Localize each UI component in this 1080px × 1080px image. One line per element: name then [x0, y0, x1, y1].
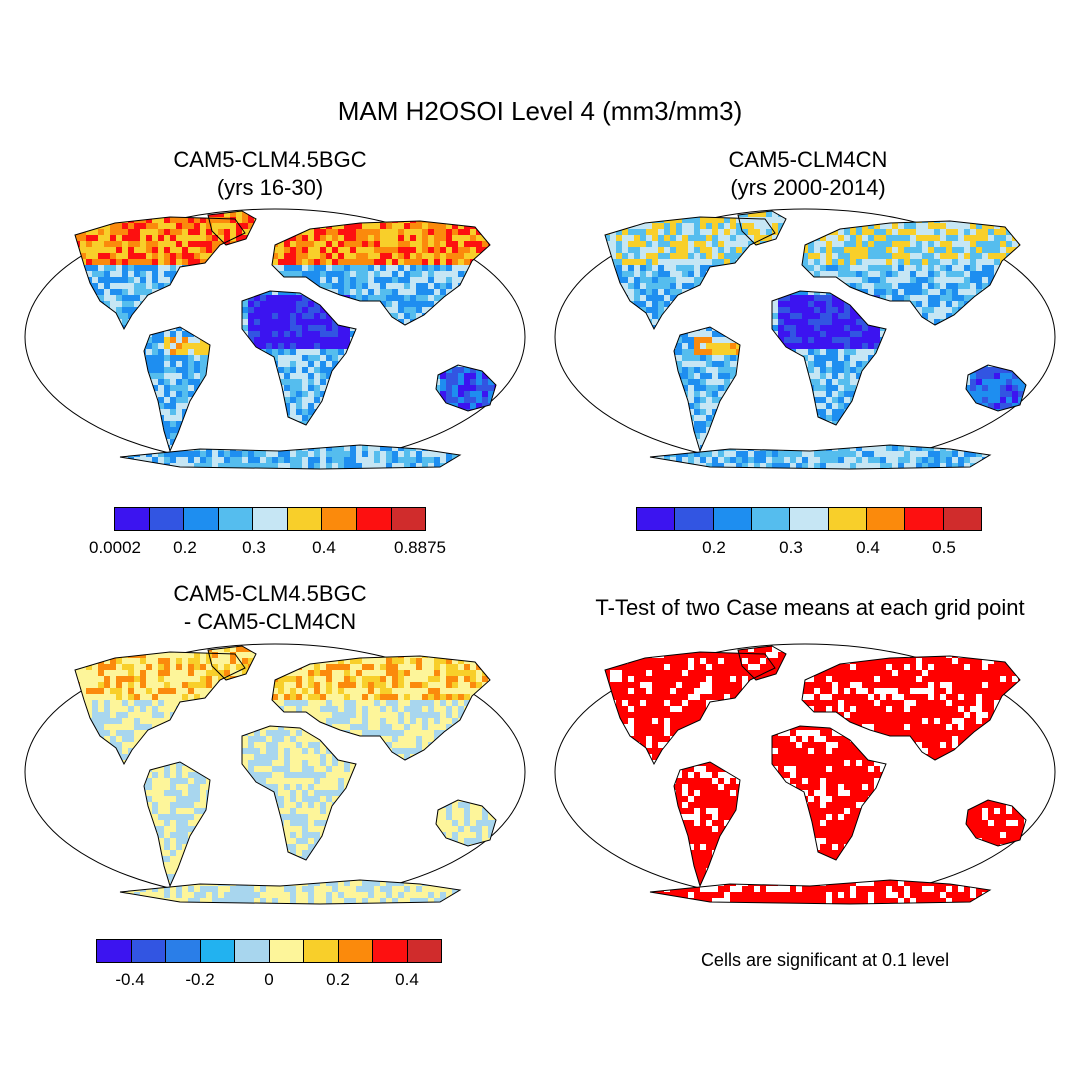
coastline-south-america	[143, 761, 211, 888]
colorbar-swatch	[287, 508, 323, 530]
colorbar-swatch	[905, 508, 944, 530]
colorbar-swatch	[166, 940, 201, 962]
coastline-greenland	[737, 210, 787, 246]
colorbar-label: 0	[264, 970, 274, 989]
coastline-south-america	[673, 326, 741, 453]
colorbar-swatch	[675, 508, 714, 530]
colorbar-swatch	[218, 508, 254, 530]
panel-1-title-line1: CAM5-CLM4.5BGC	[173, 147, 367, 172]
colorbar-label: -0.4	[115, 970, 145, 989]
colorbar-swatch	[235, 940, 270, 962]
colorbar-label: 0.8875	[394, 538, 446, 557]
map-panel-4	[554, 643, 1056, 905]
coastline-north-america	[604, 651, 776, 766]
coastline-africa	[771, 290, 887, 426]
colorbar-label: 0.3	[779, 538, 803, 557]
colorbar-swatch	[200, 940, 235, 962]
coastline-greenland	[737, 645, 787, 681]
panel-1-title-line2: (yrs 16-30)	[216, 175, 324, 200]
colorbar-swatch	[866, 508, 906, 530]
colorbar-label: 0.2	[326, 970, 350, 989]
panel-3-title-line2: - CAM5-CLM4CN	[183, 609, 357, 634]
colorbar-label: 0.4	[395, 970, 419, 989]
map-panel-1	[24, 208, 526, 470]
panel-2-title: CAM5-CLM4CN (yrs 2000-2014)	[558, 146, 1058, 202]
coastline-europe-asia	[271, 655, 491, 761]
coastline-south-america	[673, 761, 741, 888]
panel-3-title: CAM5-CLM4.5BGC - CAM5-CLM4CN	[20, 580, 520, 636]
colorbar-swatch	[304, 940, 339, 962]
panel-1-title: CAM5-CLM4.5BGC (yrs 16-30)	[20, 146, 520, 202]
map-panel-2	[554, 208, 1056, 470]
colorbar-panel-2-labels: 0.2 0.3 0.4 0.5	[0, 538, 1080, 562]
colorbar-swatch	[373, 940, 408, 962]
coastline-australia	[965, 799, 1027, 847]
colorbar-label: 0.0002	[89, 538, 141, 557]
colorbar-swatch	[943, 508, 981, 530]
coastline-africa	[241, 290, 357, 426]
colorbar-label: 0.2	[702, 538, 726, 557]
coastline-antarctica	[649, 444, 992, 470]
colorbar-swatch	[322, 508, 357, 530]
colorbar-panel-2	[636, 507, 982, 531]
colorbar-label: 0.5	[932, 538, 956, 557]
colorbar-swatch	[149, 508, 185, 530]
colorbar-panel-3-labels: -0.4 -0.2 0 0.2 0.4	[0, 970, 1080, 994]
colorbar-panel-3	[96, 939, 442, 963]
significance-note: Cells are significant at 0.1 level	[700, 950, 950, 970]
panel-2-title-line2: (yrs 2000-2014)	[730, 175, 886, 200]
coastline-greenland	[207, 210, 257, 246]
coastline-north-america	[74, 651, 246, 766]
colorbar-swatch	[751, 508, 791, 530]
colorbar-swatch	[184, 508, 219, 530]
colorbar-swatch	[407, 940, 441, 962]
coastline-australia	[435, 799, 497, 847]
colorbar-swatch	[713, 508, 752, 530]
colorbar-panel-1	[114, 507, 426, 531]
colorbar-swatch	[269, 940, 304, 962]
panel-2-title-line1: CAM5-CLM4CN	[728, 147, 888, 172]
coastline-antarctica	[119, 879, 462, 905]
coastline-europe-asia	[801, 655, 1021, 761]
coastline-south-america	[143, 326, 211, 453]
coastline-antarctica	[649, 879, 992, 905]
colorbar-panel-1-labels: 0.0002 0.2 0.3 0.4 0.8875	[0, 538, 1080, 562]
coastline-antarctica	[119, 444, 462, 470]
panel-4-title-line1: T-Test of two Case means at each grid po…	[595, 595, 1025, 620]
colorbar-swatch	[131, 940, 166, 962]
colorbar-swatch	[338, 940, 373, 962]
colorbar-label: 0.3	[242, 538, 266, 557]
coastline-europe-asia	[271, 220, 491, 326]
coastline-greenland	[207, 645, 257, 681]
panel-3-title-line1: CAM5-CLM4.5BGC	[173, 581, 367, 606]
colorbar-swatch	[828, 508, 867, 530]
colorbar-label: 0.4	[312, 538, 336, 557]
colorbar-swatch	[790, 508, 829, 530]
colorbar-label: 0.2	[173, 538, 197, 557]
panel-4-title: T-Test of two Case means at each grid po…	[540, 594, 1080, 622]
colorbar-label: 0.4	[856, 538, 880, 557]
coastline-australia	[965, 364, 1027, 412]
coastline-north-america	[604, 216, 776, 331]
colorbar-swatch	[253, 508, 288, 530]
colorbar-label: -0.2	[185, 970, 215, 989]
figure-title: MAM H2OSOI Level 4 (mm3/mm3)	[337, 96, 743, 126]
coastline-africa	[771, 725, 887, 861]
colorbar-swatch	[115, 508, 150, 530]
coastline-australia	[435, 364, 497, 412]
coastline-europe-asia	[801, 220, 1021, 326]
map-panel-3	[24, 643, 526, 905]
coastline-africa	[241, 725, 357, 861]
colorbar-swatch	[637, 508, 676, 530]
colorbar-swatch	[97, 940, 132, 962]
colorbar-swatch	[356, 508, 392, 530]
colorbar-swatch	[391, 508, 426, 530]
coastline-north-america	[74, 216, 246, 331]
